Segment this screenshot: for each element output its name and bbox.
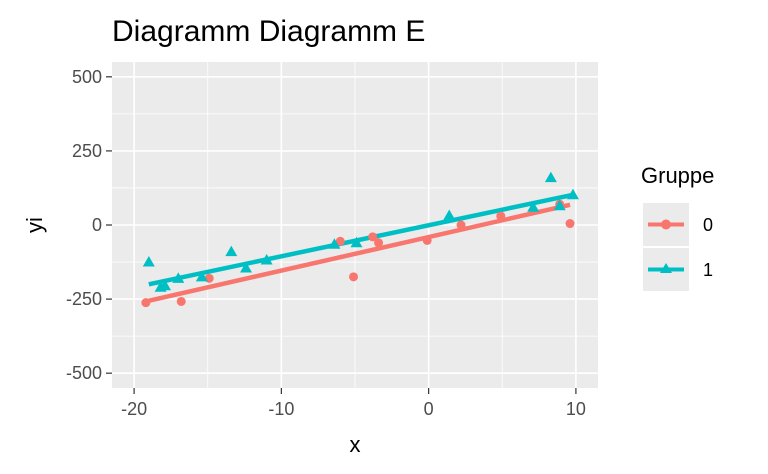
data-point-series-1 (159, 279, 172, 291)
trend-lines (145, 192, 574, 304)
data-points (141, 171, 579, 308)
trend-line-series-1 (148, 192, 574, 287)
data-point-series-0 (422, 235, 432, 245)
x-axis: -20 -10 0 10 (121, 388, 586, 419)
x-tick-label: 0 (424, 399, 434, 419)
data-point-series-1 (172, 272, 185, 283)
legend-marker-1 (660, 263, 672, 273)
data-point-series-1 (195, 270, 208, 282)
data-point-series-1 (443, 209, 456, 221)
y-tick-label: 250 (72, 141, 102, 161)
data-point-series-0 (335, 236, 345, 246)
data-point-series-0 (565, 219, 575, 229)
data-point-series-1 (328, 238, 341, 249)
data-point-series-0 (456, 220, 466, 230)
data-point-series-0 (368, 232, 378, 242)
y-axis: -500 -250 0 250 500 (66, 67, 112, 383)
legend-label-0: 0 (703, 215, 713, 235)
data-point-series-1 (553, 199, 566, 211)
y-tick-label: 500 (72, 67, 102, 87)
x-axis-title: x (350, 432, 361, 457)
y-tick-label: -500 (66, 363, 102, 383)
data-point-series-1 (240, 261, 253, 273)
x-tick-label: -20 (121, 399, 147, 419)
legend-title: Gruppe (641, 163, 714, 188)
data-point-series-0 (176, 296, 186, 306)
data-point-series-1 (260, 253, 273, 265)
data-point-series-1 (566, 188, 579, 200)
y-axis-title: yi (22, 217, 47, 233)
y-tick-label: 0 (92, 215, 102, 235)
legend: Gruppe 0 1 (641, 163, 714, 291)
chart-title: Diagramm Diagramm E (112, 15, 425, 48)
y-tick-label: -250 (66, 289, 102, 309)
legend-marker-0 (661, 219, 671, 230)
legend-label-1: 1 (703, 260, 713, 280)
data-point-series-1 (527, 201, 540, 212)
data-point-series-0 (349, 272, 359, 282)
data-point-series-1 (350, 236, 363, 248)
x-tick-label: 10 (566, 399, 586, 419)
data-point-series-1 (225, 245, 238, 257)
trend-line-series-0 (145, 202, 571, 304)
data-point-series-0 (374, 238, 384, 248)
data-point-series-1 (544, 171, 557, 183)
data-point-series-1 (142, 256, 155, 267)
x-tick-label: -10 (268, 399, 294, 419)
data-point-series-0 (496, 211, 506, 221)
data-point-series-0 (141, 298, 151, 308)
